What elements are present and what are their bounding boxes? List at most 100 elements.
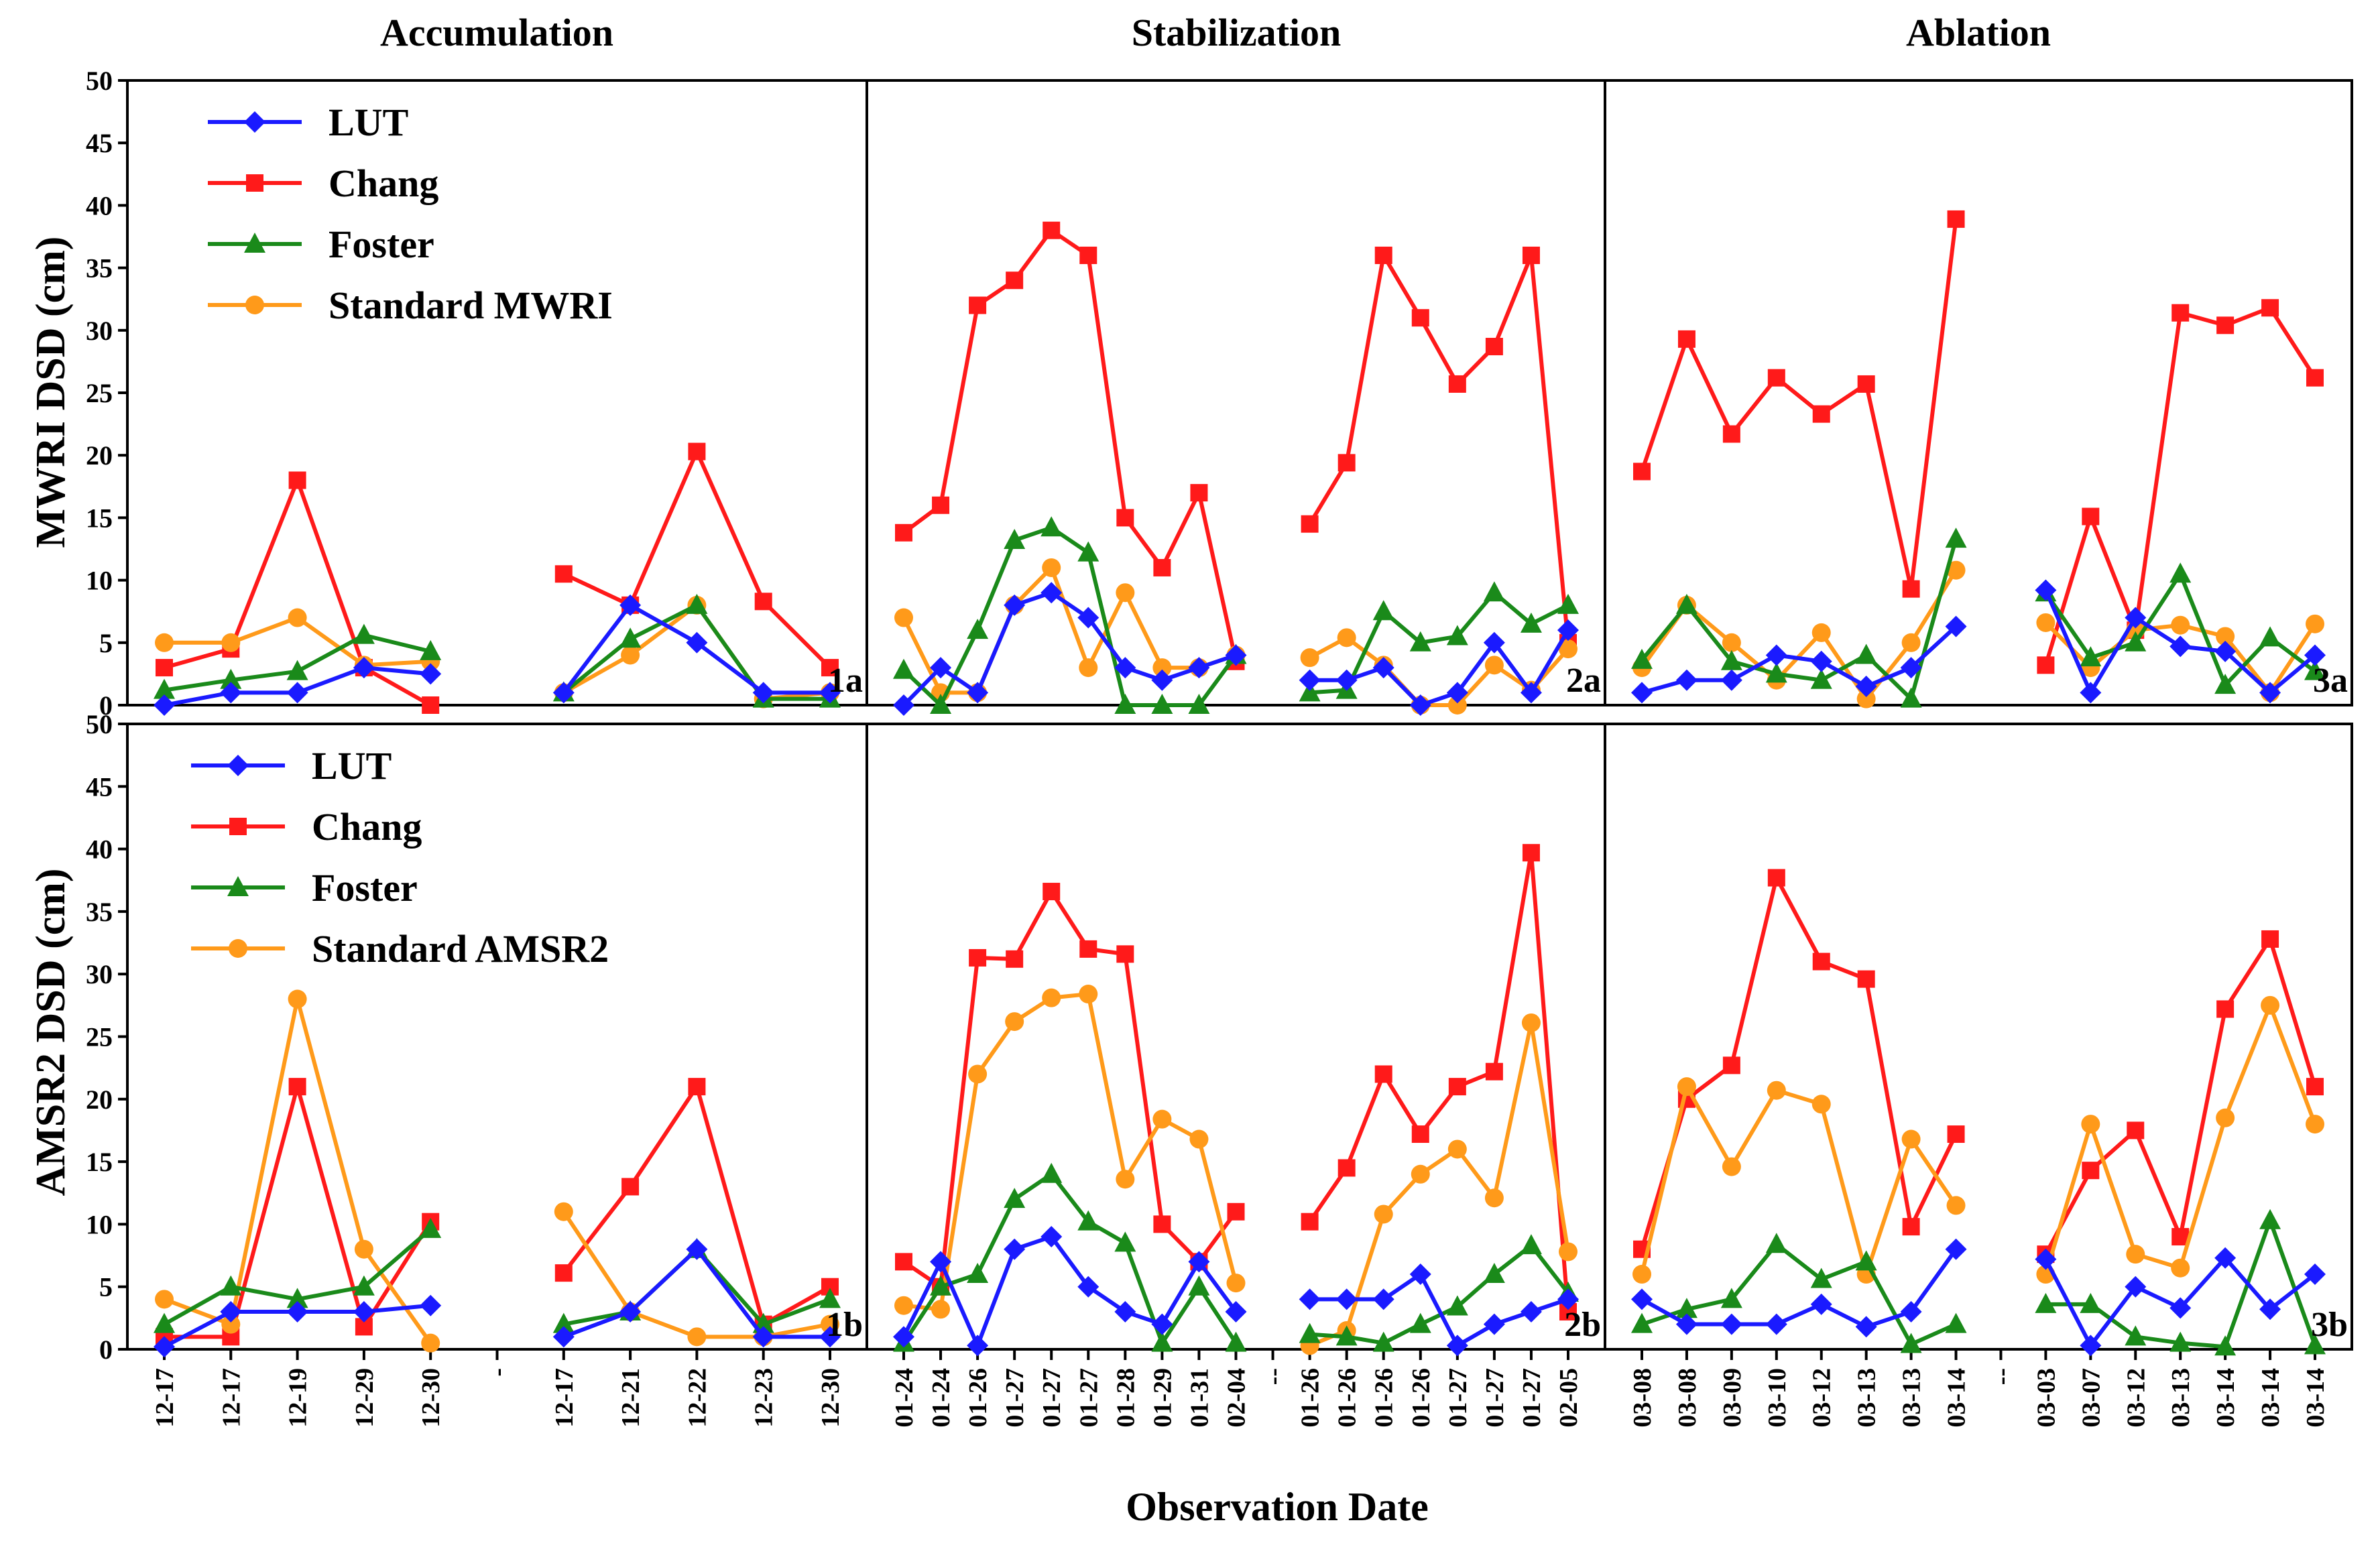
legend-marker <box>245 296 264 314</box>
foster-point <box>1855 643 1877 664</box>
series-chang-row1-panel1 <box>895 844 1577 1321</box>
lut-point <box>1631 682 1653 704</box>
x-tick-label: 01-27 <box>1075 1368 1103 1428</box>
x-tick-label: 01-26 <box>1370 1368 1399 1428</box>
legend-label: Chang <box>329 162 438 205</box>
foster-point <box>552 1312 575 1333</box>
standard-point <box>1811 623 1831 642</box>
panel-label-3a: 3a <box>2313 662 2348 700</box>
standard-point <box>894 1296 913 1315</box>
y-tick-label: 10 <box>86 566 113 596</box>
legend-marker <box>244 111 265 133</box>
lut-point <box>2169 635 2192 658</box>
chang-point <box>156 659 173 677</box>
standard-point <box>931 1300 951 1319</box>
x-tick-label: 01-27 <box>1518 1368 1546 1428</box>
foster-point <box>1004 1188 1026 1209</box>
lut-point <box>1188 1251 1210 1273</box>
x-tick-label: 03-12 <box>2122 1368 2150 1428</box>
standard-point <box>1079 985 1098 1004</box>
series-standard-row1-panel0 <box>155 989 839 1353</box>
chang-point <box>1337 1159 1356 1177</box>
lut-point <box>2080 1335 2102 1357</box>
legends: LUT Chang Foster Standard MWRI LUT Chang Foste… <box>191 101 613 971</box>
chang-point <box>1043 221 1061 239</box>
lut-point <box>1720 669 1742 691</box>
x-tick-label: 03-09 <box>1718 1368 1746 1428</box>
foster-point <box>353 1275 375 1296</box>
legend-label: Foster <box>329 223 434 266</box>
standard-point <box>1559 1242 1578 1261</box>
foster-point <box>686 593 708 614</box>
chang-point <box>821 659 839 677</box>
chang-point <box>754 593 772 611</box>
foster-point <box>2259 1209 2281 1229</box>
chang-point <box>1767 869 1785 887</box>
plot-area <box>154 210 2326 1358</box>
lut-point <box>1557 1288 1579 1310</box>
lut-point <box>2080 682 2102 704</box>
foster-point <box>1945 528 1967 548</box>
chang-point <box>1485 338 1503 356</box>
standard-line <box>903 992 1238 1312</box>
lut-point <box>154 1336 175 1358</box>
standard-line <box>902 565 1237 695</box>
x-tick-label: 01-28 <box>1112 1368 1140 1428</box>
x-tick-label: 03-14 <box>1943 1368 1971 1428</box>
lut-point <box>1520 682 1542 704</box>
y-tick-label: 30 <box>86 959 113 989</box>
y-tick-label: 10 <box>86 1209 113 1239</box>
standard-point <box>1152 1109 1172 1129</box>
x-tick-label: 01-29 <box>1148 1368 1177 1428</box>
lut-point <box>893 694 914 716</box>
chang-point <box>1522 246 1540 264</box>
standard-point <box>1447 1139 1467 1159</box>
chang-point <box>1227 1202 1245 1221</box>
lut-point <box>1446 1335 1468 1357</box>
foster-point <box>967 619 989 639</box>
lut-point <box>1040 582 1063 604</box>
foster-point <box>1188 1275 1210 1296</box>
chang-point <box>1633 462 1651 481</box>
chang-point <box>1153 1215 1171 1233</box>
foster-point <box>2125 631 2147 652</box>
series-lut-row1-panel2 <box>1631 1238 2326 1357</box>
legend-marker <box>229 939 247 958</box>
y-tick-label: 50 <box>86 66 113 96</box>
y-tick-label: 15 <box>86 1147 113 1177</box>
lut-point <box>1372 1288 1394 1310</box>
chang-point <box>1902 1218 1920 1236</box>
x-tick-label: 03-14 <box>2302 1368 2330 1428</box>
foster-line <box>1640 538 1958 701</box>
lut-point <box>1483 631 1505 654</box>
standard-point <box>1559 639 1578 659</box>
y-tick-label: 45 <box>86 128 113 158</box>
x-tick-label: 03-03 <box>2032 1368 2060 1428</box>
chang-point <box>422 696 440 714</box>
y-tick-label: 25 <box>86 1022 113 1052</box>
panel-labels: 1a 2a 3a 1b 2b 3b <box>826 662 2348 1344</box>
stage-title-stabilization: Stabilization <box>1132 11 1342 54</box>
lut-point <box>893 1326 914 1348</box>
chang-point <box>1411 309 1429 327</box>
series-lut-row1-panel1 <box>893 1226 1579 1357</box>
standard-point <box>968 1064 988 1084</box>
foster-point <box>2080 646 2102 667</box>
standard-point <box>1337 628 1356 647</box>
lut-point <box>420 663 442 685</box>
foster-point <box>2080 1292 2102 1313</box>
lut-point <box>2304 644 2326 666</box>
lut-point <box>752 1326 774 1348</box>
standard-point <box>2171 1258 2190 1278</box>
legend-item-chang-row1: Chang <box>191 805 422 849</box>
series-lut-row1-panel0 <box>154 1238 841 1358</box>
chang-point <box>621 1178 640 1196</box>
chang-point <box>895 523 912 542</box>
chang-point <box>554 1264 573 1282</box>
standard-point <box>1116 1170 1135 1189</box>
x-tick-label: 12-17 <box>151 1368 179 1428</box>
standard-line <box>1309 1020 1570 1348</box>
series-lut-row0-panel2 <box>1631 579 2326 704</box>
legend-label: LUT <box>312 744 392 788</box>
chang-point <box>895 1253 912 1271</box>
